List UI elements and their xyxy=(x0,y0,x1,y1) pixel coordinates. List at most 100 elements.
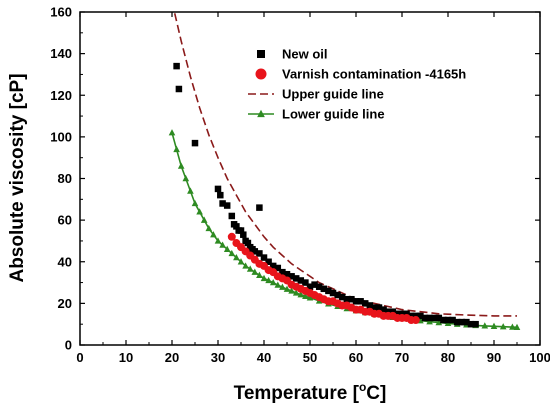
data-point xyxy=(214,185,222,193)
y-tick-label: 100 xyxy=(50,129,72,144)
data-point xyxy=(463,318,470,326)
data-point xyxy=(320,285,328,293)
data-point xyxy=(375,304,383,311)
x-tick-label: 100 xyxy=(529,350,550,365)
data-point xyxy=(357,298,364,305)
x-tick-label: 70 xyxy=(395,350,409,365)
data-point xyxy=(168,129,176,136)
data-point xyxy=(302,279,309,286)
data-point xyxy=(398,310,406,318)
data-point xyxy=(509,323,516,330)
data-point xyxy=(430,314,438,322)
top-mask xyxy=(80,0,540,12)
y-axis-title: Absolute viscosity [cP] xyxy=(7,73,28,282)
data-point xyxy=(407,312,415,320)
data-point xyxy=(187,187,194,194)
x-tick-label: 60 xyxy=(349,350,363,365)
data-point xyxy=(453,318,461,326)
y-tick-label: 80 xyxy=(58,171,72,186)
legend-entry: Upper guide line xyxy=(248,87,384,102)
data-point xyxy=(265,258,272,265)
y-tick-label: 120 xyxy=(50,88,72,103)
data-point xyxy=(411,316,420,325)
data-point xyxy=(426,318,433,325)
legend: New oil Varnish contamination -4165h Upper… xyxy=(248,47,466,122)
data-point xyxy=(219,200,226,207)
data-point xyxy=(348,295,355,303)
legend-marker xyxy=(257,50,265,58)
x-tick-label: 30 xyxy=(211,350,225,365)
data-point xyxy=(251,248,259,255)
data-point xyxy=(315,283,323,290)
x-tick-label: 50 xyxy=(303,350,317,365)
data-point xyxy=(306,283,314,290)
y-tick-label: 140 xyxy=(50,46,72,61)
data-point xyxy=(352,298,360,305)
data-point xyxy=(283,285,291,292)
data-point xyxy=(228,249,236,257)
data-point xyxy=(440,316,447,324)
legend-marker xyxy=(257,109,265,118)
series-1 xyxy=(227,232,420,325)
series-line xyxy=(171,1,517,317)
data-point xyxy=(269,262,277,270)
data-point xyxy=(311,281,318,288)
data-point xyxy=(233,253,240,261)
data-point xyxy=(334,291,341,299)
data-point xyxy=(279,283,286,290)
data-point xyxy=(175,85,183,93)
data-point xyxy=(219,241,226,248)
data-point xyxy=(177,162,185,169)
data-point xyxy=(366,302,374,309)
y-tick-label: 60 xyxy=(58,213,72,228)
data-point xyxy=(210,231,217,238)
data-point xyxy=(329,289,337,297)
data-point xyxy=(240,231,247,238)
data-point xyxy=(444,316,452,324)
data-point xyxy=(288,287,295,294)
data-point xyxy=(435,314,443,322)
data-point xyxy=(237,258,245,265)
data-point xyxy=(499,323,507,330)
y-tick-label: 160 xyxy=(50,5,72,20)
x-tick-label: 10 xyxy=(119,350,133,365)
legend-label: Lower guide line xyxy=(282,107,385,122)
data-point xyxy=(297,277,305,284)
data-point xyxy=(288,273,295,280)
y-tick-label: 0 xyxy=(65,338,72,353)
data-point xyxy=(361,300,369,307)
data-point xyxy=(200,216,208,223)
data-point xyxy=(233,223,240,230)
y-tick-label: 20 xyxy=(58,296,72,311)
legend-entry: New oil xyxy=(257,47,328,62)
legend-label: Upper guide line xyxy=(282,87,384,102)
data-point xyxy=(283,270,291,278)
y-tick-label: 40 xyxy=(58,254,72,269)
data-point xyxy=(196,208,203,215)
data-point xyxy=(205,224,213,232)
legend-label: Varnish contamination -4165h xyxy=(282,67,466,82)
data-point xyxy=(191,139,199,147)
data-point xyxy=(297,291,305,298)
x-tick-label: 0 xyxy=(76,350,83,365)
data-point xyxy=(227,232,236,241)
x-tick-label: 80 xyxy=(441,350,455,365)
data-point xyxy=(279,268,286,276)
data-point xyxy=(384,308,392,315)
data-point xyxy=(223,202,231,209)
data-point xyxy=(269,278,277,286)
data-point xyxy=(256,250,263,257)
x-tick-label: 90 xyxy=(487,350,501,365)
data-point xyxy=(214,237,222,244)
legend-entry: Lower guide line xyxy=(248,107,385,122)
data-point xyxy=(394,310,401,318)
data-point xyxy=(260,254,268,261)
data-point xyxy=(265,276,272,284)
data-point xyxy=(403,310,410,318)
data-point xyxy=(191,199,199,207)
series-0 xyxy=(173,62,479,328)
plot-marks xyxy=(80,0,540,331)
axis-ticks: 0 10 20 30 40 50 60 70 80 90 100 0 20 40 60 80 100 120 140… xyxy=(50,5,550,366)
data-point xyxy=(256,271,263,278)
